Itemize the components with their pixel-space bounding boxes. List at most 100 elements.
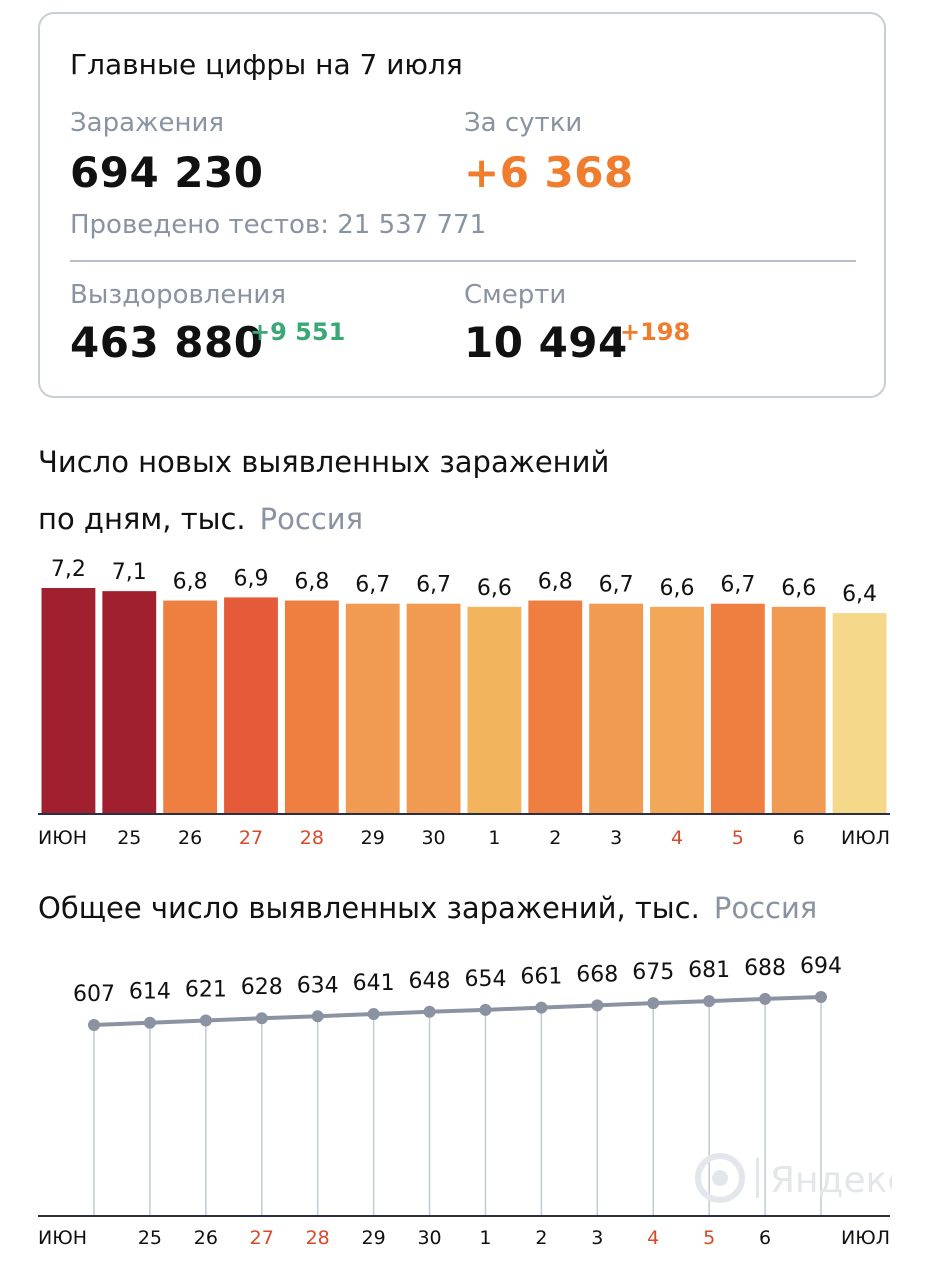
total-x-tick-label: 29 xyxy=(362,1227,386,1249)
daily-bar xyxy=(163,600,218,814)
daily-x-tick-label: 30 xyxy=(421,827,445,849)
total-value-label: 648 xyxy=(409,969,451,994)
daily-x-tick-label: 29 xyxy=(361,827,385,849)
total-value-label: 675 xyxy=(632,960,674,985)
total-x-tick-label: 6 xyxy=(759,1227,771,1249)
daily-x-tick-label: 28 xyxy=(300,827,324,849)
daily-x-tick-label: 5 xyxy=(732,827,744,849)
total-value-label: 654 xyxy=(464,967,506,992)
total-value-label: 668 xyxy=(576,962,618,987)
daily-x-tick-label: 2 xyxy=(549,827,561,849)
summary-card: Главные цифры на 7 июля Заражения 694 23… xyxy=(38,12,886,398)
chart2-region: Россия xyxy=(713,891,818,925)
daily-bar-chart: 7,2ИЮН7,1256,8266,9276,8286,7296,7306,61… xyxy=(38,557,890,849)
daily-bar-value-label: 6,7 xyxy=(599,573,634,598)
total-x-tick-label: 30 xyxy=(417,1227,441,1249)
total-x-tick-label: 4 xyxy=(647,1227,659,1249)
tests-text: Проведено тестов: 21 537 771 xyxy=(70,210,487,240)
daily-bar xyxy=(467,606,522,814)
total-x-tick-label: 3 xyxy=(591,1227,603,1249)
total-value-label: 614 xyxy=(129,980,171,1005)
daily-bar-value-label: 6,7 xyxy=(720,573,755,598)
total-value-label: 607 xyxy=(73,982,115,1007)
total-point xyxy=(311,1010,324,1023)
daily-bar xyxy=(528,600,583,814)
total-line-chart: 607ИЮН6142562126628276342864129648306541… xyxy=(38,954,890,1249)
daily-x-tick-label: 6 xyxy=(793,827,805,849)
chart1-title-line1: Число новых выявленных заражений xyxy=(38,445,610,479)
daily-bar xyxy=(345,603,400,814)
daily-bar-value-label: 6,9 xyxy=(234,566,269,591)
total-value-label: 694 xyxy=(800,954,842,979)
total-point xyxy=(423,1005,436,1018)
chart1-title-line2: по дням, тыс. xyxy=(38,502,246,536)
total-x-tick-label: ИЮЛ xyxy=(841,1227,890,1249)
daily-x-tick-label: 27 xyxy=(239,827,263,849)
total-value-label: 641 xyxy=(353,971,395,996)
watermark-text: Яндекс xyxy=(770,1160,892,1201)
daily-bar-value-label: 6,4 xyxy=(842,582,877,607)
yandex-logo-icon: Яндекс xyxy=(695,1153,907,1203)
total-point xyxy=(88,1019,100,1031)
card-divider xyxy=(70,260,856,262)
total-x-tick-label: 28 xyxy=(306,1227,330,1249)
daily-bar-value-label: 6,7 xyxy=(355,573,390,598)
recoveries-label: Выздоровления xyxy=(70,280,286,310)
total-x-tick-label: 1 xyxy=(479,1227,491,1249)
yandex-watermark: Яндекс xyxy=(692,1150,907,1206)
total-point xyxy=(647,997,660,1010)
daily-bar-value-label: 6,6 xyxy=(477,576,512,601)
total-value-label: 621 xyxy=(185,977,227,1002)
daily-x-tick-label: 3 xyxy=(610,827,622,849)
chart2-title: Общее число выявленных заражений, тыс. Ро… xyxy=(38,880,817,937)
daily-bar-value-label: 7,2 xyxy=(51,557,86,582)
chart1-region: Россия xyxy=(259,502,364,536)
deaths-value: 10 494 xyxy=(464,318,628,367)
daily-bar xyxy=(650,606,704,814)
daily-bar xyxy=(710,603,765,814)
daily-x-tick-label: ИЮН xyxy=(38,827,87,849)
total-x-tick-label: 27 xyxy=(250,1227,274,1249)
total-point xyxy=(199,1014,212,1027)
total-x-tick-label: 25 xyxy=(138,1227,162,1249)
total-value-label: 661 xyxy=(520,965,562,990)
total-point xyxy=(535,1001,548,1014)
chart2-title-text: Общее число выявленных заражений, тыс. xyxy=(38,891,700,925)
total-point xyxy=(479,1003,492,1016)
daily-x-tick-label: 25 xyxy=(117,827,141,849)
chart1-title: Число новых выявленных заражений по дням… xyxy=(38,434,609,548)
total-point xyxy=(143,1016,156,1029)
daily-x-tick-label: 26 xyxy=(178,827,202,849)
daily-bar-value-label: 6,6 xyxy=(781,576,816,601)
total-x-tick-label: ИЮН xyxy=(38,1227,87,1249)
daily-x-tick-label: 4 xyxy=(671,827,683,849)
recoveries-delta: +9 551 xyxy=(250,318,346,346)
daily-bar xyxy=(589,603,644,814)
infections-value: 694 230 xyxy=(70,148,264,197)
total-point xyxy=(591,999,604,1012)
chart1-title-line2-wrap: по дням, тыс. Россия xyxy=(38,491,609,548)
total-value-label: 634 xyxy=(297,973,339,998)
daily-x-tick-label: ИЮЛ xyxy=(841,827,890,849)
daily-bar xyxy=(406,603,461,814)
total-point xyxy=(367,1008,380,1021)
deaths-label: Смерти xyxy=(464,280,567,310)
summary-title: Главные цифры на 7 июля xyxy=(70,48,463,81)
daily-bar xyxy=(224,597,278,814)
infections-label: Заражения xyxy=(70,108,224,138)
daily-bar-value-label: 6,8 xyxy=(538,570,573,595)
daily-bar xyxy=(41,588,96,814)
total-x-tick-label: 2 xyxy=(535,1227,547,1249)
daily-bar xyxy=(284,600,339,814)
daily-value: +6 368 xyxy=(464,148,634,197)
total-x-tick-label: 26 xyxy=(194,1227,218,1249)
recoveries-value: 463 880 xyxy=(70,318,264,367)
daily-bar xyxy=(102,591,157,814)
total-series-line xyxy=(93,995,822,1027)
daily-bar xyxy=(832,613,887,814)
daily-bar-value-label: 6,8 xyxy=(294,570,329,595)
total-point xyxy=(255,1012,268,1025)
total-value-label: 688 xyxy=(744,956,786,981)
total-point xyxy=(759,992,772,1005)
daily-x-tick-label: 1 xyxy=(488,827,500,849)
